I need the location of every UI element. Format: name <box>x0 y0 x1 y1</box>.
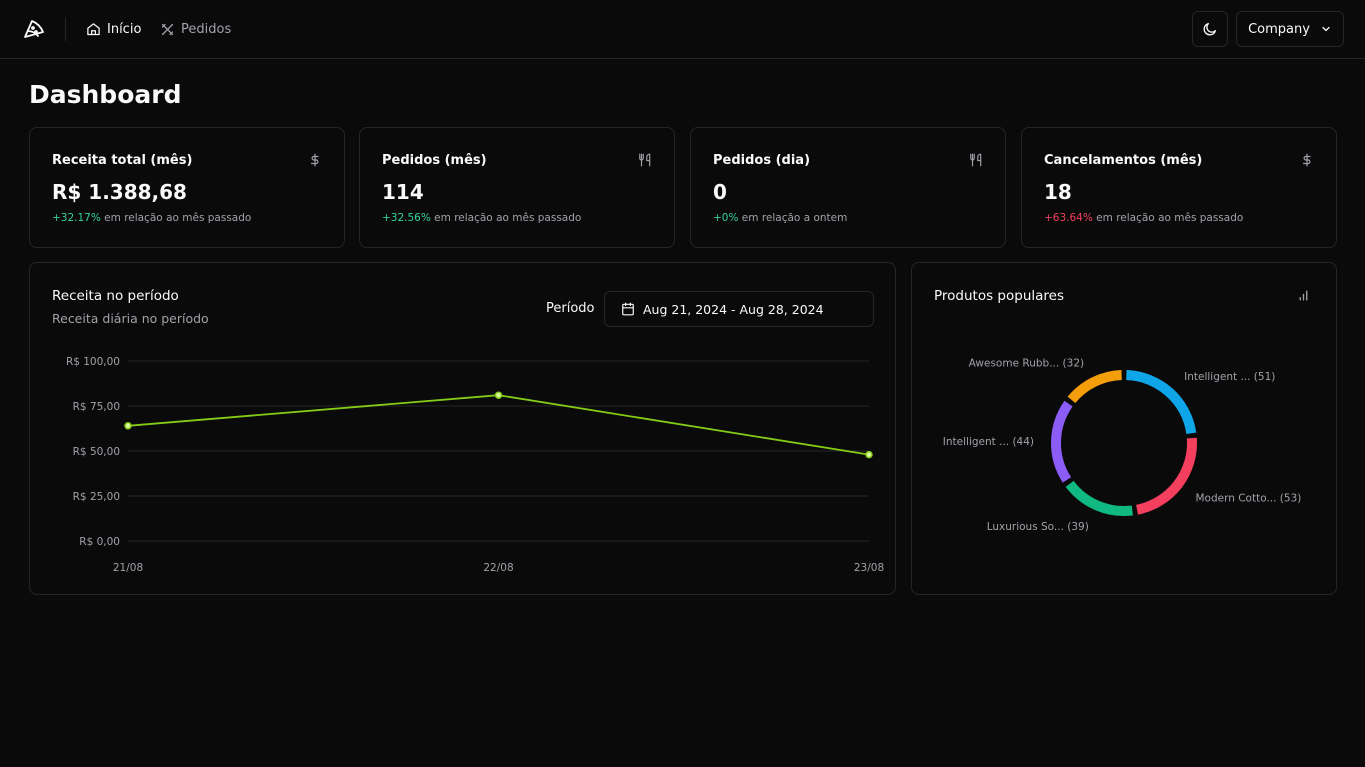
moon-icon <box>1203 23 1216 36</box>
stat-diff: +0% em relação a ontem <box>713 212 847 224</box>
stat-value: R$ 1.388,68 <box>52 180 187 204</box>
data-point <box>494 391 503 399</box>
y-tick-label: R$ 100,00 <box>66 356 120 368</box>
top-navbar: Início Pedidos Company <box>0 0 1365 59</box>
stat-value: 114 <box>382 180 424 204</box>
revenue-title: Receita no período <box>52 288 179 304</box>
donut-slice-label: Intelligent ... (51) <box>1184 371 1275 383</box>
nav-pedidos-label: Pedidos <box>181 21 232 37</box>
y-tick-label: R$ 0,00 <box>79 536 120 548</box>
stat-diff-text: em relação ao mês passado <box>100 212 252 224</box>
stat-diff-text: em relação ao mês passado <box>430 212 582 224</box>
dollar-sign-icon <box>310 153 319 167</box>
stat-value: 0 <box>713 180 727 204</box>
x-tick-label: 21/08 <box>113 562 143 574</box>
date-range-text: Aug 21, 2024 - Aug 28, 2024 <box>643 301 824 317</box>
stat-value: 18 <box>1044 180 1072 204</box>
stat-card-pedidos-dia: Pedidos (dia) 0 +0% em relação a ontem <box>690 127 1006 248</box>
donut-slice <box>1126 370 1197 435</box>
bar-chart-icon <box>1299 290 1308 301</box>
stat-card-receita-total: Receita total (mês) R$ 1.388,68 +32.17% … <box>29 127 345 248</box>
period-label: Período <box>546 301 595 316</box>
stat-diff: +32.17% em relação ao mês passado <box>52 212 251 224</box>
stat-title: Cancelamentos (mês) <box>1044 153 1203 168</box>
calendar-icon <box>622 302 634 316</box>
stat-diff-percent: +0% <box>713 212 739 224</box>
theme-toggle-button[interactable] <box>1192 11 1228 47</box>
stat-card-cancelamentos: Cancelamentos (mês) 18 +63.64% em relaçã… <box>1021 127 1337 248</box>
stat-diff-percent: +32.17% <box>52 212 101 224</box>
dollar-sign-icon <box>1302 153 1311 167</box>
date-range-picker[interactable]: Aug 21, 2024 - Aug 28, 2024 <box>604 291 874 327</box>
donut-slice <box>1135 437 1197 515</box>
stat-diff-text: em relação a ontem <box>738 212 848 224</box>
chevron-down-icon <box>1322 26 1330 32</box>
page-title: Dashboard <box>29 80 182 109</box>
donut-slice-label: Awesome Rubb... (32) <box>969 357 1084 369</box>
data-point <box>124 422 132 430</box>
donut-slice <box>1067 370 1122 404</box>
y-tick-label: R$ 50,00 <box>73 446 120 458</box>
utensils-icon <box>970 153 982 167</box>
donut-slice <box>1051 400 1073 483</box>
popular-products-donut-chart: Intelligent ... (51) Modern Cotto... (53)… <box>943 357 1302 533</box>
stat-diff: +63.64% em relação ao mês passado <box>1044 212 1243 224</box>
x-tick-label: 22/08 <box>483 562 513 574</box>
home-icon <box>87 22 100 35</box>
revenue-subtitle: Receita diária no período <box>52 311 209 326</box>
revenue-line-chart: R$ 0,00 R$ 25,00 R$ 50,00 R$ 75,00 R$ 100,00… <box>66 356 884 574</box>
x-tick-label: 23/08 <box>854 562 884 574</box>
company-label: Company <box>1248 21 1310 37</box>
donut-slice-label: Luxurious So... (39) <box>987 521 1089 533</box>
data-point <box>865 450 873 459</box>
stat-title: Receita total (mês) <box>52 153 193 168</box>
popular-title: Produtos populares <box>934 288 1064 304</box>
nav-inicio[interactable]: Início <box>86 19 141 39</box>
header-divider <box>65 17 66 41</box>
popular-products-card: Produtos populares Intelligent ... (51) M… <box>911 262 1337 595</box>
pizza-logo-icon[interactable] <box>22 17 46 41</box>
stat-title: Pedidos (mês) <box>382 153 487 168</box>
company-menu-button[interactable]: Company <box>1236 11 1344 47</box>
revenue-chart-card: Receita no período Receita diária no per… <box>29 262 896 595</box>
stat-diff-text: em relação ao mês passado <box>1092 212 1244 224</box>
revenue-series-line <box>127 394 870 456</box>
nav-inicio-label: Início <box>107 21 142 37</box>
stat-diff-percent: +63.64% <box>1044 212 1093 224</box>
stat-diff-percent: +32.56% <box>382 212 431 224</box>
stat-title: Pedidos (dia) <box>713 153 811 168</box>
y-tick-label: R$ 75,00 <box>73 401 120 413</box>
nav-pedidos[interactable]: Pedidos <box>160 19 231 39</box>
stat-card-pedidos-mes: Pedidos (mês) 114 +32.56% em relação ao … <box>359 127 675 248</box>
y-tick-label: R$ 25,00 <box>73 491 120 503</box>
donut-slice-label: Modern Cotto... (53) <box>1196 493 1302 505</box>
donut-slice <box>1065 480 1133 516</box>
stat-diff: +32.56% em relação ao mês passado <box>382 212 581 224</box>
donut-slice-label: Intelligent ... (44) <box>943 436 1034 448</box>
utensils-icon <box>639 153 651 167</box>
utensils-crossed-icon <box>161 23 174 35</box>
